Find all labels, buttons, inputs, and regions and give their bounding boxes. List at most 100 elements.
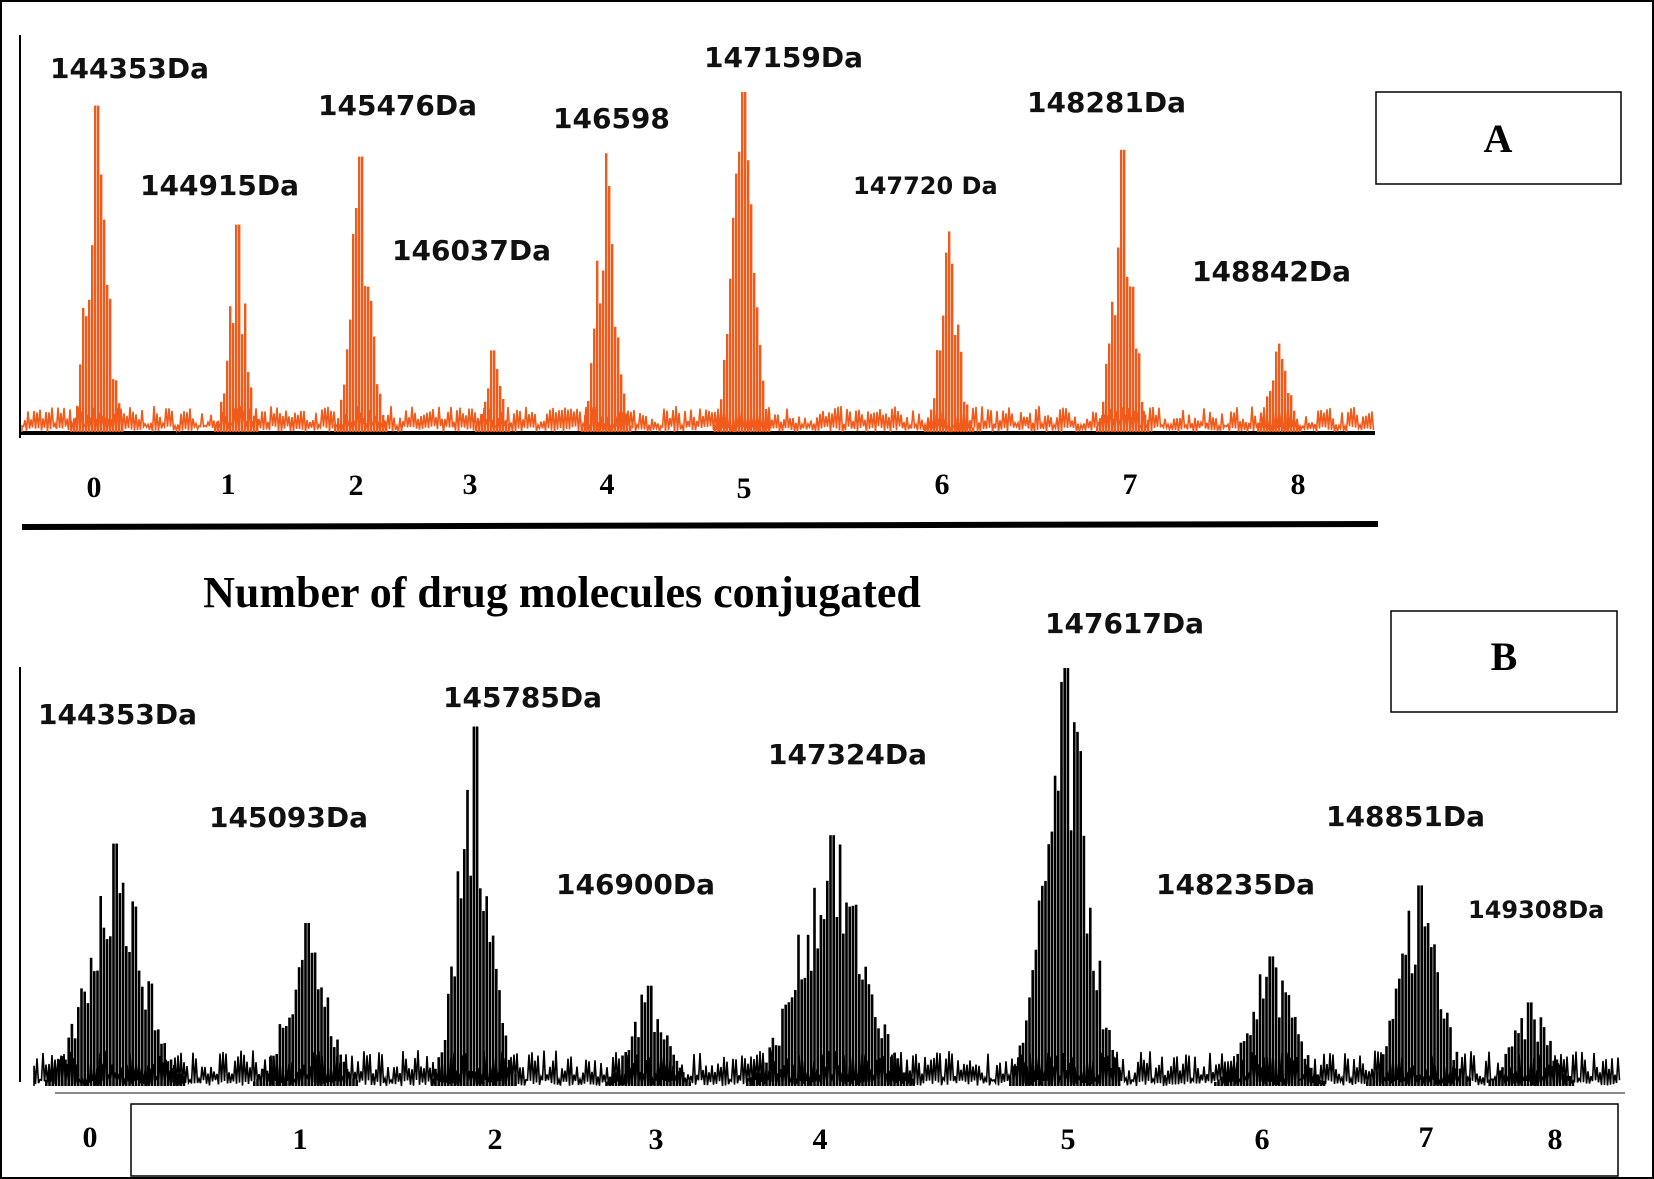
panel-b-peak-4-line — [826, 880, 829, 1086]
panel-b-peak-8 — [1488, 1002, 1575, 1086]
panel-b-peak-0-line — [153, 1030, 157, 1086]
panel-b-peak-8-line — [1539, 1017, 1543, 1086]
panel-a-peak-1-line — [220, 401, 223, 432]
panel-a-tick-label-4: 4 — [600, 468, 615, 501]
panel-b-peak-6-line — [1316, 1074, 1319, 1086]
panel-a-peak-6-line — [924, 425, 927, 432]
panel-b-peak-5-line — [1018, 1045, 1022, 1086]
panel-b-letter-box — [1390, 610, 1618, 713]
panel-a-peak-0-line — [118, 403, 121, 432]
panel-b-peak-8-line — [1558, 1064, 1562, 1086]
panel-b-peak-3-line — [678, 1067, 682, 1086]
panel-b-peak-0-line — [48, 1074, 51, 1086]
panel-a-tick-label-8: 8 — [1291, 468, 1306, 501]
panel-b-peak-3-line — [624, 1052, 627, 1086]
panel-b-peak-1-line — [326, 997, 330, 1086]
panel-b-peak-8-line — [1517, 1033, 1520, 1086]
panel-b-peak-2-line — [501, 1023, 504, 1086]
panel-b-peak-8-line — [1494, 1077, 1498, 1086]
panel-b-peak-7 — [1366, 885, 1471, 1086]
panel-b-peak-2-line — [504, 1035, 508, 1086]
panel-b-peak-0-line — [45, 1079, 48, 1086]
panel-b-peak-2-line — [450, 966, 453, 1086]
panel-a-peak-4-line — [596, 260, 599, 432]
panel-a-peak-label-4: 146598 — [553, 102, 670, 135]
panel-a-peak-8-line — [1296, 424, 1299, 432]
panel-b-peak-7-line — [1407, 910, 1411, 1086]
panel-a-tick-label-2: 2 — [349, 469, 364, 502]
panel-b-peak-4-line — [906, 1070, 909, 1086]
panel-b-peak-5-line — [1057, 790, 1060, 1086]
panel-b-peak-4-line — [746, 1078, 749, 1086]
panel-a-peak-1-line — [232, 323, 235, 432]
panel-a-peak-2-line — [355, 208, 358, 432]
panel-b-peak-4-line — [867, 984, 871, 1086]
panel-b-peak-6-line — [1284, 992, 1287, 1086]
panel-a-peak-4-line — [587, 401, 590, 432]
panel-b-peak-7-line — [1366, 1081, 1369, 1086]
panel-a-peak-2-line — [337, 418, 340, 432]
panel-b-peak-8-line — [1549, 1040, 1552, 1086]
panel-a-peak-5-line — [768, 413, 771, 432]
panel-a-peak-7-line — [1102, 401, 1105, 432]
panel-a-peak-8-line — [1287, 393, 1290, 432]
panel-a-peak-8-line — [1284, 370, 1287, 432]
panel-b-peak-7-line — [1414, 964, 1417, 1086]
panel-a-peak-8-line — [1299, 426, 1302, 432]
panel-b-peak-8-line — [1504, 1053, 1507, 1086]
panel-b-peak-4-line — [848, 906, 851, 1086]
panel-b-peak-1-line — [352, 1078, 355, 1086]
panel-b-axis-box — [130, 1103, 1619, 1177]
panel-b-peak-0-line — [73, 1038, 77, 1086]
panel-b-peak-7-line — [1404, 954, 1407, 1086]
panel-a-peak-3-line — [502, 399, 505, 432]
panel-b-peak-0-line — [182, 1076, 186, 1086]
panel-b-peak-5-line — [1031, 970, 1034, 1086]
panel-b-peak-labels: 144353Da 145093Da 145785Da 146900Da 147324Da… — [38, 607, 1604, 924]
panel-b-peak-1-line — [345, 1069, 349, 1086]
panel-b-peak-1-line — [355, 1080, 358, 1086]
panel-b-peak-0-line — [121, 882, 125, 1086]
panel-b-peak-8-line — [1526, 1002, 1530, 1086]
panel-b-peak-4-line — [749, 1077, 752, 1086]
panel-a-peak-1-line — [217, 420, 220, 432]
panel-a-peak-label-6: 147720 Da — [853, 172, 998, 200]
panel-b-peak-7-line — [1430, 947, 1433, 1086]
panel-a-peak-6-line — [966, 404, 969, 432]
panel-b-peak-4-line — [813, 887, 816, 1086]
panel-b-peak-6-line — [1242, 1041, 1246, 1086]
panel-b-peaks — [45, 668, 1575, 1086]
panel-b-tick-label-2: 2 — [488, 1123, 503, 1156]
panel-a-peak-4-line — [599, 303, 602, 432]
panel-a-peak-5 — [714, 92, 771, 432]
panel-b-peak-1-line — [269, 1056, 272, 1086]
panel-b-peak-2-line — [507, 1059, 511, 1086]
panel-b-peak-8-line — [1533, 1019, 1536, 1086]
panel-b-peak-4-line — [781, 1008, 784, 1086]
panel-b-peak-5-line — [1015, 1066, 1018, 1086]
panel-b-peak-1-line — [329, 1036, 333, 1086]
panel-b-peak-7-line — [1410, 973, 1414, 1086]
panel-a-peak-7-line — [1123, 149, 1126, 433]
panel-b-peak-7-line — [1439, 1009, 1443, 1086]
panel-b-peak-8-line — [1536, 1041, 1539, 1086]
panel-b-peak-3-line — [643, 1002, 647, 1086]
panel-b-peak-3-line — [637, 1037, 640, 1086]
panel-b-peak-6-line — [1249, 1035, 1252, 1086]
panel-a-peak-3-line — [487, 388, 490, 432]
panel-b-peak-7-line — [1426, 923, 1430, 1086]
panel-a-peak-0 — [70, 105, 124, 432]
panel-b-peak-4-line — [902, 1072, 906, 1086]
panel-b-peak-4-line — [874, 1017, 877, 1086]
panel-b-peak-0-line — [160, 1043, 163, 1086]
panel-b-peak-5-line — [1095, 990, 1098, 1086]
panel-b-peak-3-line — [630, 1036, 634, 1086]
panel-b-peak-3-line — [634, 1021, 637, 1086]
panel-a-peak-4-line — [611, 244, 614, 432]
panel-b-peak-label-8: 149308Da — [1468, 896, 1604, 924]
panel-a-axis-rule — [21, 521, 1379, 530]
panel-b-peak-8-line — [1542, 1027, 1546, 1086]
panel-a-peak-2-line — [352, 233, 355, 432]
panel-b-peak-7-line — [1401, 953, 1404, 1086]
panel-a-peak-4-line — [626, 413, 629, 432]
